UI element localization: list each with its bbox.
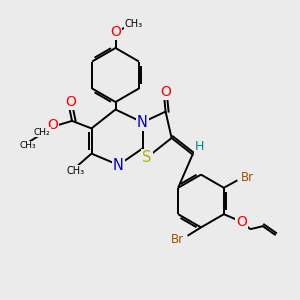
Text: O: O (160, 85, 171, 99)
Text: N: N (137, 115, 148, 130)
Text: O: O (47, 118, 58, 132)
Text: H: H (194, 140, 204, 154)
Text: O: O (236, 215, 247, 229)
Text: Br: Br (240, 171, 254, 184)
Text: S: S (142, 150, 152, 165)
Text: CH₃: CH₃ (124, 19, 142, 29)
Text: CH₃: CH₃ (67, 166, 85, 176)
Text: CH₂: CH₂ (34, 128, 50, 137)
Text: N: N (113, 158, 124, 172)
Text: O: O (65, 95, 76, 109)
Text: CH₃: CH₃ (20, 141, 36, 150)
Text: Br: Br (171, 233, 184, 246)
Text: O: O (110, 26, 121, 39)
